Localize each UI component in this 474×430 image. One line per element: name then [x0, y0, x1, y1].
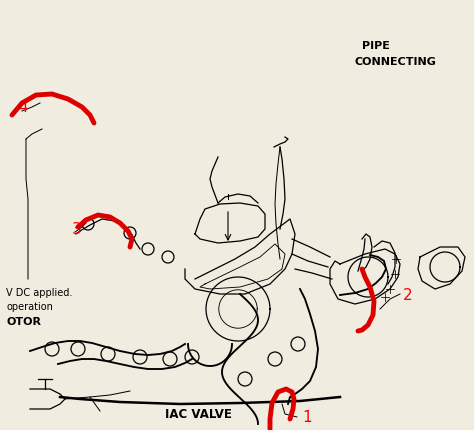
Text: OTOR: OTOR	[6, 316, 41, 326]
Text: 4: 4	[18, 100, 27, 115]
Text: CONNECTING: CONNECTING	[355, 57, 437, 67]
Text: PIPE: PIPE	[362, 41, 390, 51]
Text: 2: 2	[403, 287, 413, 302]
Text: 3: 3	[72, 222, 82, 237]
Text: operation: operation	[6, 301, 53, 311]
Text: 1: 1	[302, 409, 311, 424]
Text: V DC applied.: V DC applied.	[6, 287, 73, 297]
Text: IAC VALVE: IAC VALVE	[165, 408, 232, 421]
